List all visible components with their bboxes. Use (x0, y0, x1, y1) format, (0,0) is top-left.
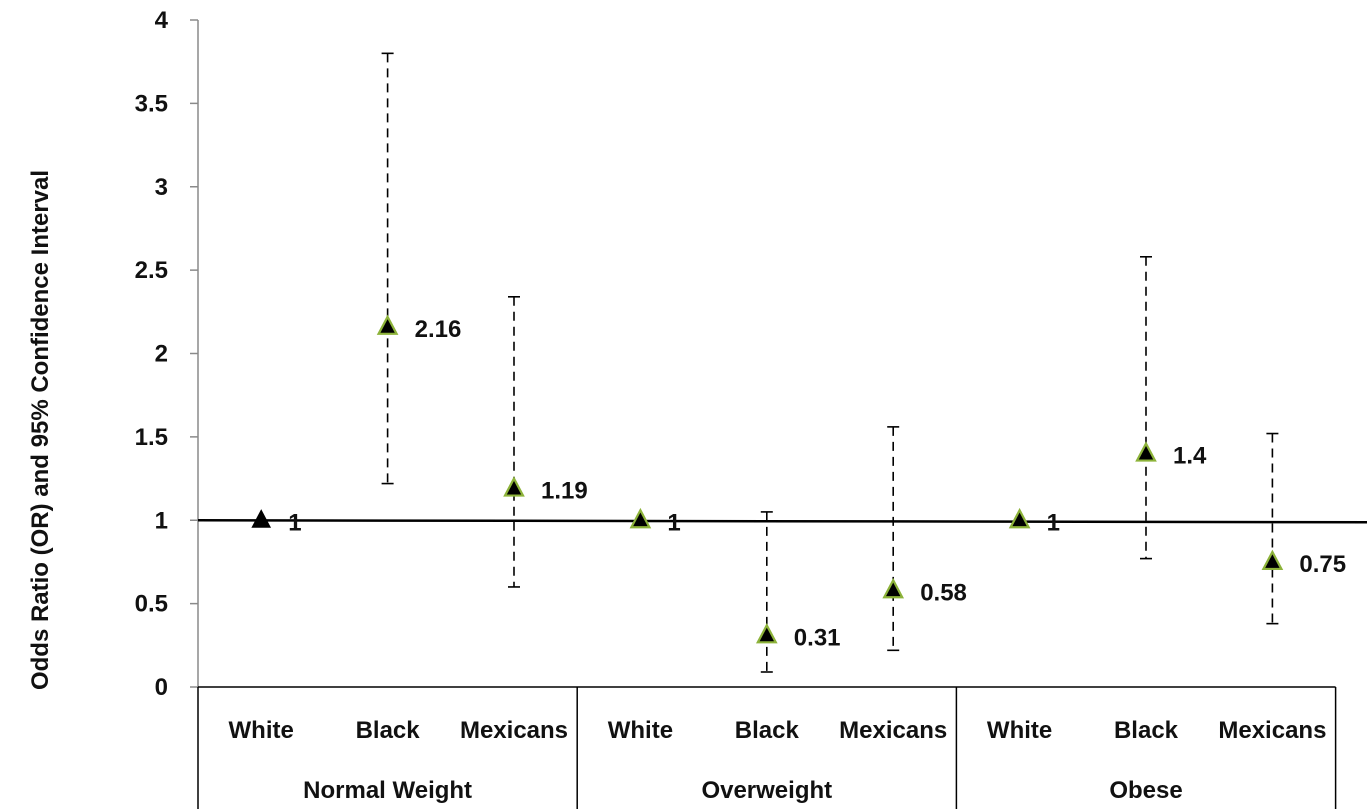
odds-ratio-label: 0.31 (794, 624, 841, 651)
odds-ratio-label: 0.58 (920, 579, 967, 606)
y-tick-label: 3.5 (135, 90, 168, 117)
category-label: White (987, 717, 1052, 744)
odds-ratio-marker (755, 622, 778, 644)
odds-ratio-marker (882, 577, 905, 599)
odds-ratio-label: 0.75 (1299, 551, 1346, 578)
point-layer (251, 314, 1284, 644)
y-axis-title: Odds Ratio (OR) and 95% Confidence Inter… (27, 170, 54, 690)
odds-ratio-marker (376, 314, 399, 335)
y-tick-label: 3 (155, 174, 168, 201)
confidence-interval-layer (381, 52, 1279, 673)
odds-ratio-marker (1135, 441, 1157, 462)
y-tick-label: 2.5 (135, 257, 168, 284)
y-tick-label: 0 (155, 674, 168, 701)
category-label: Mexicans (839, 717, 947, 744)
category-label: White (608, 717, 673, 744)
axis-layer: 0 0.5 1 1.5 2 2.5 3 3.5 4 (135, 7, 199, 701)
odds-ratio-label: 1 (1047, 509, 1060, 536)
odds-ratio-label: 1.4 (1173, 443, 1207, 470)
category-label: Black (1114, 717, 1179, 744)
category-axis-layer: White Black Mexicans Normal Weight White Blac… (197, 686, 1337, 809)
group-label: Overweight (701, 777, 832, 804)
odds-ratio-label: 1 (288, 509, 301, 536)
y-tick-label: 4 (155, 7, 169, 34)
reference-line-layer (197, 519, 1367, 524)
odds-ratio-marker (503, 476, 525, 497)
odds-ratio-marker (1261, 549, 1284, 571)
odds-ratio-marker (629, 507, 652, 529)
category-label: Black (356, 717, 421, 744)
category-label: Black (735, 717, 800, 744)
y-tick-label: 2 (155, 341, 168, 368)
y-tick-label: 1.5 (135, 424, 168, 451)
category-label: Mexicans (1218, 717, 1326, 744)
category-label: Mexicans (460, 717, 568, 744)
odds-ratio-label: 2.16 (415, 316, 462, 343)
odds-ratio-marker (251, 509, 272, 528)
reference-line (197, 519, 1367, 524)
group-label: Obese (1109, 777, 1182, 804)
group-label: Normal Weight (303, 777, 472, 804)
y-tick-label: 1 (155, 507, 168, 534)
odds-ratio-label: 1 (667, 509, 680, 536)
odds-ratio-label: 1.19 (541, 478, 588, 505)
odds-ratio-marker (1008, 507, 1031, 529)
data-label-layer: 1 2.16 1.19 1 0.31 0.58 1 1.4 0.75 (288, 316, 1346, 651)
y-tick-label: 0.5 (135, 591, 168, 618)
category-label: White (229, 717, 294, 744)
